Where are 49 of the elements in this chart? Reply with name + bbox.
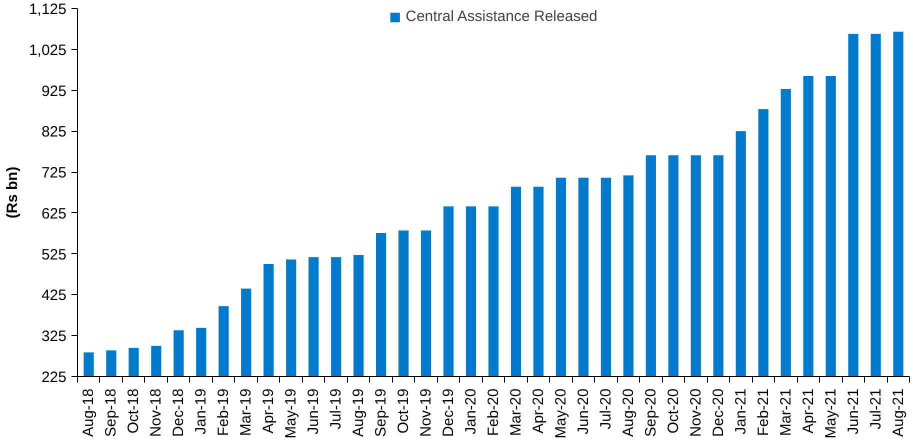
x-tick-label: Apr-21 xyxy=(800,388,817,434)
x-tick-label: Sep-18 xyxy=(102,388,120,437)
x-tick-label: Jul-20 xyxy=(597,388,614,430)
y-tick-label: 425 xyxy=(41,287,67,304)
x-tick-label: Jun-20 xyxy=(574,388,592,434)
x-tick-label: Aug-18 xyxy=(80,388,98,437)
y-tick-label: 525 xyxy=(41,246,67,264)
y-tick-label: 1,025 xyxy=(28,42,67,59)
x-tick-label: Dec-19 xyxy=(440,388,458,437)
y-tick-label: 225 xyxy=(41,369,67,386)
x-tick-label: Jan-20 xyxy=(462,388,480,434)
y-tick-label: 325 xyxy=(41,328,67,346)
x-tick-label: Jan-21 xyxy=(732,388,750,434)
x-tick-label: May-20 xyxy=(552,388,570,439)
x-tick-label: Feb-21 xyxy=(754,388,772,436)
x-tick-label: Apr-19 xyxy=(260,388,278,434)
x-tick-label: Jun-21 xyxy=(844,388,862,434)
x-tick-label: Jul-21 xyxy=(867,388,884,430)
x-tick-label: Jan-19 xyxy=(192,388,210,434)
x-tick-label: Oct-19 xyxy=(395,388,412,434)
x-tick-label: Mar-21 xyxy=(777,388,794,436)
x-tick-label: Mar-20 xyxy=(507,388,524,436)
x-tick-label: Feb-20 xyxy=(485,388,502,436)
x-tick-label: Apr-20 xyxy=(530,388,547,434)
x-tick-label: May-19 xyxy=(282,388,300,439)
x-tick-label: Feb-19 xyxy=(215,388,232,436)
y-tick-label: 825 xyxy=(41,124,67,141)
x-tick-label: May-21 xyxy=(822,388,840,439)
x-tick-label: Dec-20 xyxy=(710,388,727,437)
legend-label: Central Assistance Released xyxy=(406,8,598,25)
y-tick-label: 625 xyxy=(41,205,67,222)
x-tick-label: Mar-19 xyxy=(238,388,255,436)
y-tick-label: 1,125 xyxy=(28,1,67,18)
x-tick-label: Nov-18 xyxy=(148,388,165,437)
x-tick-label: Oct-18 xyxy=(125,388,142,434)
x-tick-label: Jun-19 xyxy=(305,388,322,434)
x-tick-label: Sep-19 xyxy=(372,388,390,437)
y-axis-title: (Rs bn) xyxy=(4,166,21,218)
y-tick-label: 725 xyxy=(41,164,67,182)
x-tick-label: Dec-18 xyxy=(170,388,188,437)
x-tick-label: Aug-19 xyxy=(350,388,368,437)
x-tick-label: Nov-19 xyxy=(418,388,435,437)
x-tick-label: Jul-19 xyxy=(328,388,345,430)
y-tick-label: 925 xyxy=(41,82,67,100)
x-tick-label: Oct-20 xyxy=(664,388,682,434)
x-tick-label: Nov-20 xyxy=(687,388,704,437)
x-tick-label: Aug-21 xyxy=(890,388,907,437)
x-tick-label: Aug-20 xyxy=(620,388,637,437)
x-tick-label: Sep-20 xyxy=(642,388,660,437)
